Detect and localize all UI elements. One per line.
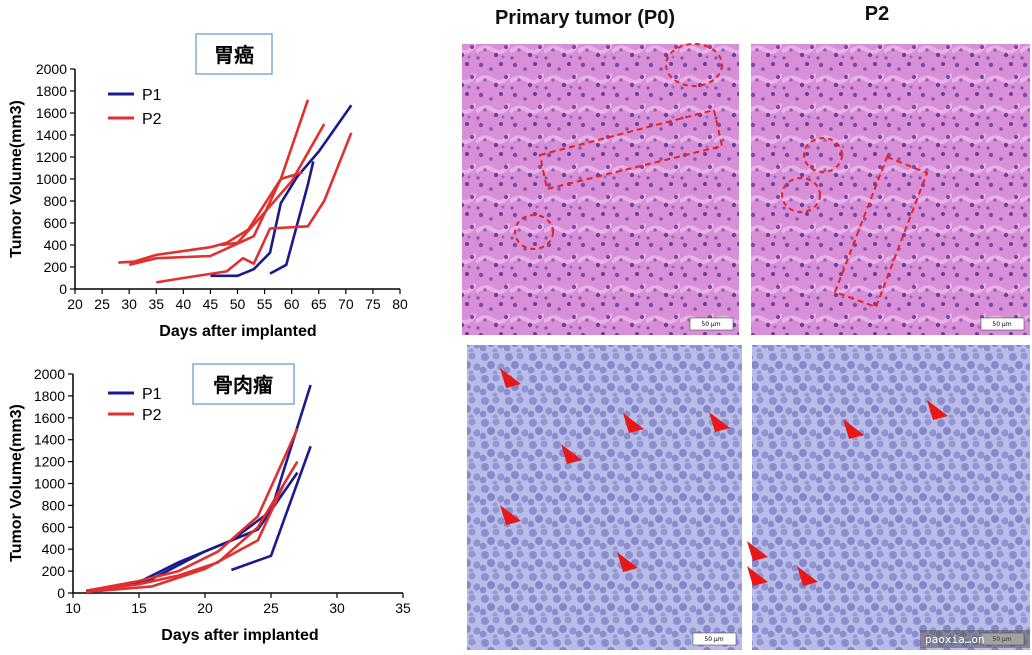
y-tick-label: 2000 (34, 366, 65, 382)
series-p1-line-2 (230, 445, 312, 572)
legend-label-p1: P1 (142, 386, 162, 403)
x-tick-label: 25 (94, 296, 110, 312)
x-tick-label: 70 (338, 296, 354, 312)
y-tick-label: 1000 (36, 171, 67, 187)
y-tick-label: 1200 (36, 149, 67, 165)
x-tick-label: 10 (65, 600, 81, 616)
x-tick-label: 30 (121, 296, 137, 312)
watermark: paoxia…on (925, 633, 985, 646)
x-tick-label: 50 (230, 296, 246, 312)
arrowheads (500, 368, 730, 572)
series-p2-line-3 (156, 132, 353, 284)
y-tick-label: 0 (57, 585, 65, 601)
annotation-circle (781, 177, 821, 213)
y-tick-label: 600 (44, 215, 68, 231)
scale-bar-label: 50 µm (704, 636, 723, 643)
y-tick-label: 1400 (34, 432, 65, 448)
x-tick-label: 55 (257, 296, 273, 312)
y-tick-label: 800 (44, 193, 68, 209)
series-p2-line-2 (99, 460, 299, 591)
column-title-p0: Primary tumor (P0) (495, 7, 675, 29)
y-tick-label: 1800 (34, 388, 65, 404)
x-tick-label: 25 (263, 600, 279, 616)
y-tick-label: 0 (59, 281, 67, 297)
x-tick-label: 20 (67, 296, 83, 312)
x-tick-label: 35 (148, 296, 164, 312)
chart-title: 骨肉瘤 (213, 373, 273, 397)
column-title-p2: P2 (865, 3, 889, 25)
y-tick-label: 400 (42, 541, 66, 557)
chart-title-box (195, 33, 273, 75)
chart-gastric: 胃癌 20 25 30 35 40 45 50 55 60 65 70 75 8002004006008… (8, 33, 408, 340)
y-tick-label: 400 (44, 237, 68, 253)
scale-bar-label: 50 µm (992, 321, 1011, 328)
y-tick-label: 200 (42, 563, 66, 579)
x-axis-label: Days after implanted (159, 323, 316, 340)
series-p1-line-1 (210, 104, 353, 278)
y-tick-label: 1000 (34, 476, 65, 492)
y-tick-label: 600 (42, 519, 66, 535)
scale-bar-box (689, 317, 734, 331)
series-p2-line-4 (221, 123, 326, 247)
x-tick-label: 35 (395, 600, 411, 616)
x-tick-label: 60 (284, 296, 300, 312)
y-tick-label: 1600 (36, 105, 67, 121)
x-tick-label: 75 (365, 296, 381, 312)
x-tick-label: 30 (329, 600, 345, 616)
chart-osteosarcoma: 骨肉瘤 10 15 20 25 30 35 0 200 400 600 800 1000 1200 140… (8, 363, 411, 644)
series-p1-line-2 (269, 161, 315, 275)
y-tick-label: 1200 (34, 454, 65, 470)
x-axis-label: Days after implanted (161, 627, 318, 644)
x-tick-label: 15 (131, 600, 147, 616)
arrowheads (747, 400, 948, 586)
x-tick-label: 65 (311, 296, 327, 312)
series-p2-line-3 (86, 482, 286, 594)
series-p2-line-1 (85, 428, 299, 593)
legend-label-p2: P2 (142, 111, 162, 128)
chart-title-box (192, 363, 295, 405)
scale-bar-label: 50 µm (701, 321, 720, 328)
x-tick-label: 20 (197, 600, 213, 616)
y-tick-label: 1600 (34, 410, 65, 426)
annotation-circle (514, 214, 554, 250)
y-axis-label: Tumor Volume(mm3) (8, 404, 25, 562)
he-panel-p0: 50 µm (462, 43, 739, 335)
legend-label-p1: P1 (142, 87, 162, 104)
scale-bar-box (980, 317, 1025, 331)
annotation-circle (803, 137, 843, 173)
ihc-panel-p2: 50 µm (747, 345, 1030, 650)
annotation-circle (665, 43, 723, 87)
watermark-bg (920, 630, 1030, 648)
y-tick-label: 2000 (36, 61, 67, 77)
legend-label-p2: P2 (142, 407, 162, 424)
scale-bar-box (692, 632, 737, 646)
ihc-panel-p0: 50 µm (467, 345, 742, 650)
series-p2-line-2 (128, 99, 310, 267)
y-tick-label: 800 (42, 497, 66, 513)
y-axis-label: Tumor Volume(mm3) (8, 100, 25, 258)
y-tick-label: 1400 (36, 127, 67, 143)
x-tick-label: 80 (392, 296, 408, 312)
x-tick-label: 40 (176, 296, 192, 312)
he-panel-p2: 50 µm (751, 44, 1030, 335)
y-tick-label: 1800 (36, 83, 67, 99)
chart-title: 胃癌 (214, 43, 254, 67)
x-tick-label: 45 (203, 296, 219, 312)
y-tick-label: 200 (44, 259, 68, 275)
series-p2-line-1 (118, 171, 303, 264)
